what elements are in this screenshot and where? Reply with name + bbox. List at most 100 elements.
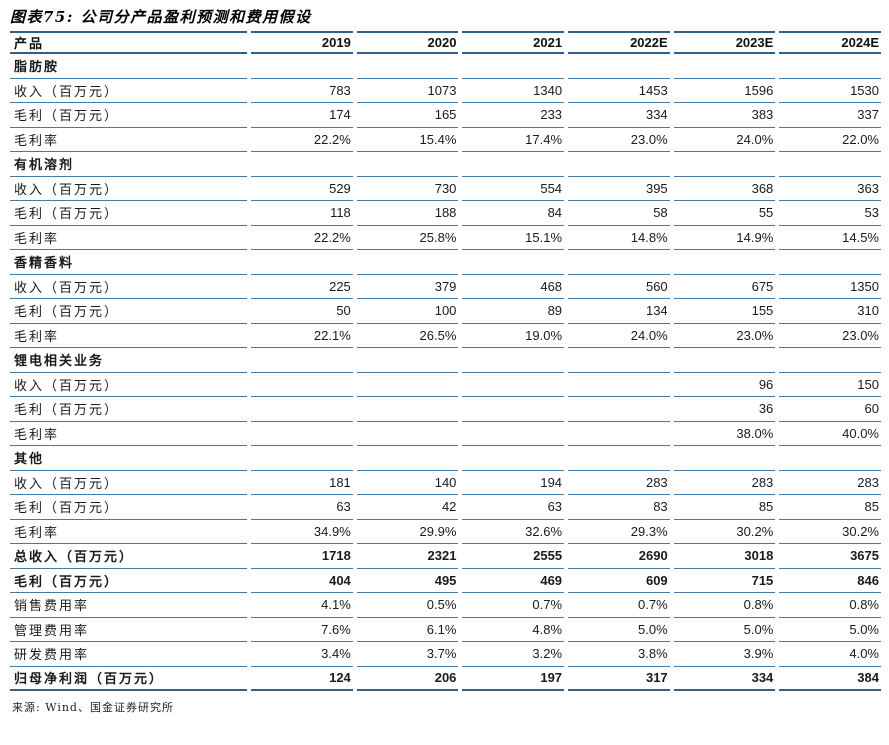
row-label: 毛利（百万元） (10, 495, 248, 520)
value-cell: 379 (356, 275, 459, 299)
value-cell: 2321 (356, 544, 459, 569)
value-cell: 468 (462, 275, 565, 299)
value-cell: 5.0% (779, 618, 881, 642)
value-cell: 2690 (568, 544, 670, 569)
row-label: 毛利率 (10, 324, 248, 348)
value-cell: 24.0% (568, 324, 670, 348)
value-cell: 29.9% (356, 520, 459, 544)
value-cell: 22.0% (779, 128, 881, 152)
value-cell: 675 (673, 275, 776, 299)
value-cell (356, 422, 459, 446)
value-cell (356, 54, 459, 79)
value-cell: 29.3% (568, 520, 670, 544)
value-cell: 96 (673, 373, 776, 397)
value-cell: 1340 (462, 79, 565, 103)
value-cell (251, 152, 353, 177)
row-label: 销售费用率 (10, 593, 248, 618)
value-cell: 3.9% (673, 642, 776, 667)
value-cell: 0.7% (568, 593, 670, 618)
section-row: 锂电相关业务 (10, 348, 881, 373)
value-cell (356, 348, 459, 373)
value-cell (673, 250, 776, 275)
value-cell: 404 (251, 569, 353, 593)
value-cell: 165 (356, 103, 459, 128)
row-label: 毛利（百万元） (10, 103, 248, 128)
value-cell (356, 397, 459, 422)
value-cell (251, 250, 353, 275)
value-cell (779, 54, 881, 79)
value-cell: 5.0% (568, 618, 670, 642)
column-header-year: 2019 (251, 31, 353, 54)
row-label: 收入（百万元） (10, 373, 248, 397)
section-row: 脂肪胺 (10, 54, 881, 79)
value-cell: 495 (356, 569, 459, 593)
value-cell (568, 446, 670, 471)
value-cell (251, 446, 353, 471)
value-cell: 124 (251, 667, 353, 691)
value-cell: 197 (462, 667, 565, 691)
forecast-table: 产品 2019 2020 2021 2022E 2023E 2024E 脂肪胺 收入（百万元）… (10, 31, 881, 691)
value-cell (779, 348, 881, 373)
value-cell: 194 (462, 471, 565, 495)
value-cell: 368 (673, 177, 776, 201)
row-label: 脂肪胺 (10, 54, 248, 79)
value-cell (568, 152, 670, 177)
value-cell (356, 152, 459, 177)
value-cell: 36 (673, 397, 776, 422)
value-cell: 25.8% (356, 226, 459, 250)
row-label: 研发费用率 (10, 642, 248, 667)
row-label: 毛利率 (10, 128, 248, 152)
value-cell: 1350 (779, 275, 881, 299)
table-row: 毛利率 22.2% 25.8% 15.1% 14.8% 14.9% 14.5% (10, 226, 881, 250)
value-cell: 0.7% (462, 593, 565, 618)
value-cell (251, 54, 353, 79)
table-row: 收入（百万元） 181 140 194 283 283 283 (10, 471, 881, 495)
value-cell: 188 (356, 201, 459, 226)
value-cell: 7.6% (251, 618, 353, 642)
value-cell: 283 (568, 471, 670, 495)
column-header-year: 2021 (462, 31, 565, 54)
row-label: 归母净利润（百万元） (10, 667, 248, 691)
value-cell (251, 422, 353, 446)
value-cell: 63 (462, 495, 565, 520)
table-row: 毛利（百万元） 63 42 63 83 85 85 (10, 495, 881, 520)
value-cell: 40.0% (779, 422, 881, 446)
row-label: 香精香料 (10, 250, 248, 275)
table-row: 销售费用率 4.1% 0.5% 0.7% 0.7% 0.8% 0.8% (10, 593, 881, 618)
section-row: 其他 (10, 446, 881, 471)
value-cell (568, 373, 670, 397)
value-cell: 22.2% (251, 128, 353, 152)
value-cell: 38.0% (673, 422, 776, 446)
table-row: 毛利率 34.9% 29.9% 32.6% 29.3% 30.2% 30.2% (10, 520, 881, 544)
value-cell (462, 54, 565, 79)
value-cell: 63 (251, 495, 353, 520)
value-cell: 0.8% (673, 593, 776, 618)
column-header-year: 2024E (779, 31, 881, 54)
value-cell (462, 397, 565, 422)
table-row: 收入（百万元） 529 730 554 395 368 363 (10, 177, 881, 201)
table-row: 毛利率 22.2% 15.4% 17.4% 23.0% 24.0% 22.0% (10, 128, 881, 152)
value-cell (673, 446, 776, 471)
value-cell: 50 (251, 299, 353, 324)
value-cell (462, 446, 565, 471)
value-cell: 283 (673, 471, 776, 495)
value-cell: 0.8% (779, 593, 881, 618)
row-label: 毛利率 (10, 422, 248, 446)
value-cell: 4.0% (779, 642, 881, 667)
value-cell: 30.2% (779, 520, 881, 544)
value-cell: 317 (568, 667, 670, 691)
value-cell: 469 (462, 569, 565, 593)
column-header-year: 2022E (568, 31, 670, 54)
value-cell: 84 (462, 201, 565, 226)
value-cell: 0.5% (356, 593, 459, 618)
value-cell: 17.4% (462, 128, 565, 152)
column-header-product: 产品 (10, 31, 248, 54)
value-cell: 3.7% (356, 642, 459, 667)
value-cell: 26.5% (356, 324, 459, 348)
value-cell (779, 152, 881, 177)
value-cell (568, 397, 670, 422)
value-cell (462, 250, 565, 275)
value-cell: 4.1% (251, 593, 353, 618)
table-row: 毛利率 22.1% 26.5% 19.0% 24.0% 23.0% 23.0% (10, 324, 881, 348)
value-cell: 32.6% (462, 520, 565, 544)
